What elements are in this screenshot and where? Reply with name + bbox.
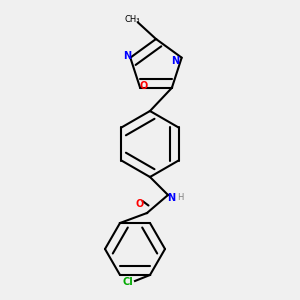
Text: N: N xyxy=(172,56,180,66)
Text: H: H xyxy=(177,194,183,202)
Text: N: N xyxy=(167,193,175,203)
Text: O: O xyxy=(135,199,144,209)
Text: N: N xyxy=(123,51,131,61)
Text: O: O xyxy=(139,81,147,91)
Text: Cl: Cl xyxy=(122,278,133,287)
Text: CH₃: CH₃ xyxy=(124,15,140,24)
